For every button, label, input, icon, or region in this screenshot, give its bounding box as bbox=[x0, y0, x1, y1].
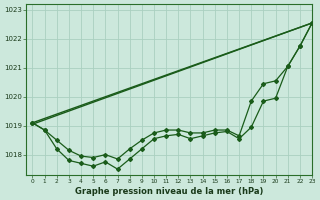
X-axis label: Graphe pression niveau de la mer (hPa): Graphe pression niveau de la mer (hPa) bbox=[75, 187, 263, 196]
